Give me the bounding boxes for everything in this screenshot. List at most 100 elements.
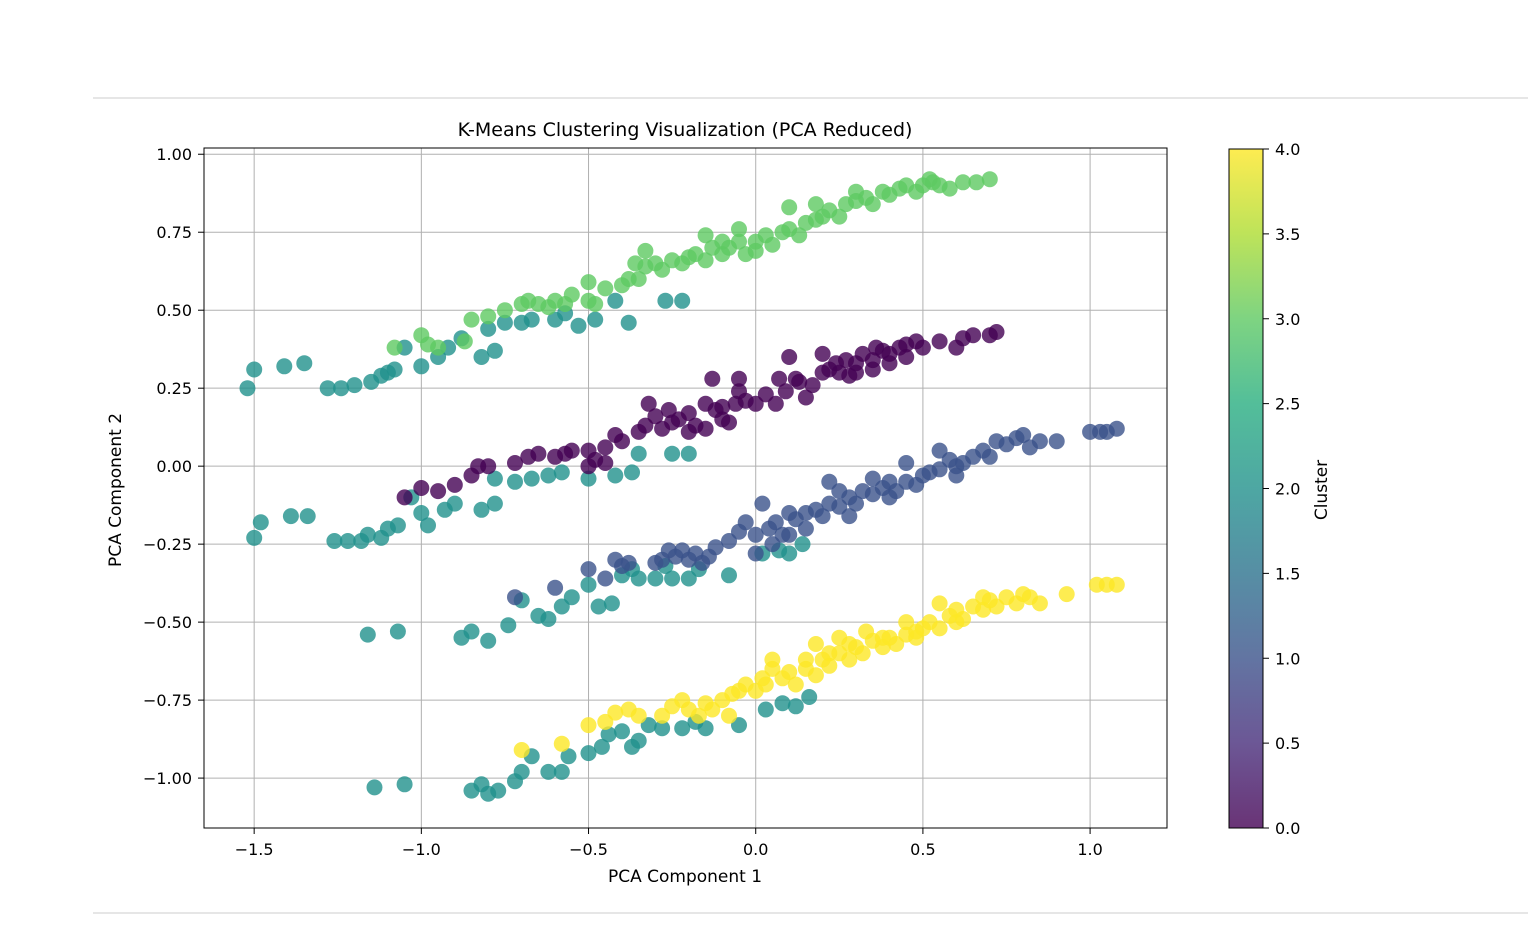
y-axis-label: PCA Component 2 xyxy=(106,413,126,567)
cluster-3-point xyxy=(654,261,671,278)
cluster-0-point xyxy=(647,408,664,425)
cluster-2-point xyxy=(553,598,570,615)
y-tick-label: −0.50 xyxy=(143,613,192,632)
cluster-4-point xyxy=(1031,595,1048,612)
cluster-1-point xyxy=(948,467,965,484)
cluster-2-point xyxy=(386,361,403,378)
cluster-2-point xyxy=(563,589,580,606)
cluster-2-point xyxy=(359,526,376,543)
chart-title: K-Means Clustering Visualization (PCA Re… xyxy=(458,119,913,141)
cluster-0-point xyxy=(868,339,885,356)
cluster-0-point xyxy=(597,455,614,471)
cluster-2-point xyxy=(580,576,597,593)
x-tick-label: 1.0 xyxy=(1077,840,1102,859)
cluster-0-point xyxy=(430,483,447,500)
cluster-1-point xyxy=(547,579,564,596)
cluster-2-point xyxy=(326,533,343,549)
cluster-0-point xyxy=(640,395,657,412)
cluster-0-point xyxy=(841,367,858,384)
cluster-2-point xyxy=(413,358,430,375)
cluster-0-point xyxy=(580,458,597,475)
top-divider xyxy=(93,97,1528,99)
cluster-0-point xyxy=(396,489,413,506)
cluster-2-point xyxy=(624,464,640,481)
cluster-3-point xyxy=(637,242,654,259)
cluster-1-point xyxy=(864,470,881,487)
cluster-1-point xyxy=(767,514,784,531)
cluster-1-point xyxy=(1048,433,1065,450)
cluster-2-point xyxy=(781,545,798,562)
cluster-2-point xyxy=(523,470,540,487)
cluster-0-point xyxy=(480,458,497,475)
cluster-4-point xyxy=(764,651,781,668)
cluster-0-point xyxy=(804,377,821,394)
cluster-2-point xyxy=(590,598,607,615)
cluster-2-point xyxy=(680,570,697,587)
cluster-1-point xyxy=(981,448,998,465)
cluster-3-point xyxy=(968,174,985,191)
cluster-1-point xyxy=(754,495,771,512)
cluster-0-point xyxy=(731,370,747,387)
cluster-2-point xyxy=(553,464,570,481)
cluster-2-point xyxy=(721,567,737,584)
cluster-1-point xyxy=(620,554,637,571)
cluster-2-point xyxy=(396,776,413,793)
x-axis-ticks: −1.5 −1.0 −0.5 0.0 0.5 1.0 xyxy=(235,828,1103,859)
cluster-4-point xyxy=(787,676,804,693)
cluster-4-point xyxy=(553,735,570,752)
x-tick-label: 0.5 xyxy=(910,840,935,859)
cluster-2-point xyxy=(620,314,637,331)
cluster-2-point xyxy=(389,623,406,640)
cluster-2-point xyxy=(674,720,691,737)
y-tick-label: −0.25 xyxy=(143,535,192,554)
cluster-2-point xyxy=(486,342,503,359)
cluster-1-point xyxy=(821,473,838,490)
cluster-1-point xyxy=(881,489,898,506)
cluster-4-point xyxy=(704,701,721,718)
cluster-2-point xyxy=(630,445,647,462)
cluster-2-point xyxy=(523,311,540,328)
cluster-2-point xyxy=(420,517,436,534)
cluster-2-point xyxy=(463,623,480,640)
cluster-4-point xyxy=(931,595,948,612)
cluster-2-point xyxy=(500,617,517,634)
cluster-0-point xyxy=(446,476,463,493)
cluster-4-point xyxy=(807,636,824,652)
cluster-2-point xyxy=(246,361,263,378)
cluster-0-point xyxy=(791,373,808,390)
cluster-4-point xyxy=(807,667,824,684)
cluster-4-point xyxy=(580,717,597,734)
cluster-2-point xyxy=(540,763,557,780)
y-tick-label: 0.50 xyxy=(156,301,192,320)
cluster-2-point xyxy=(252,514,269,531)
colorbar-ticks: 0.0 0.5 1.0 1.5 2.0 2.5 3.0 3.5 4.0 xyxy=(1263,140,1300,838)
cluster-2-point xyxy=(366,779,383,796)
cluster-2-point xyxy=(446,495,463,512)
y-tick-label: −0.75 xyxy=(143,691,192,710)
cluster-0-point xyxy=(660,402,677,418)
cluster-2-point xyxy=(664,445,681,462)
cluster-4-point xyxy=(797,651,814,668)
cluster-4-point xyxy=(690,707,707,724)
colorbar-tick-label: 1.0 xyxy=(1275,649,1300,668)
cluster-2-point xyxy=(580,470,597,487)
cluster-4-point xyxy=(841,651,858,668)
cluster-1-point xyxy=(747,545,764,562)
scatter-points xyxy=(239,171,1125,802)
cluster-2-point xyxy=(664,570,681,587)
cluster-4-point xyxy=(513,742,530,758)
cluster-0-point xyxy=(530,445,547,462)
cluster-2-point xyxy=(473,501,490,518)
x-tick-label: −1.0 xyxy=(402,840,441,859)
cluster-2-point xyxy=(413,505,430,521)
cluster-0-point xyxy=(563,442,580,459)
cluster-3-point xyxy=(831,208,848,225)
cluster-2-point xyxy=(640,717,657,734)
cluster-4-point xyxy=(854,645,871,662)
cluster-1-point xyxy=(781,526,798,543)
colorbar-tick-label: 3.5 xyxy=(1275,225,1300,244)
cluster-0-point xyxy=(680,423,697,440)
cluster-2-point xyxy=(731,717,747,734)
cluster-3-point xyxy=(864,196,881,213)
